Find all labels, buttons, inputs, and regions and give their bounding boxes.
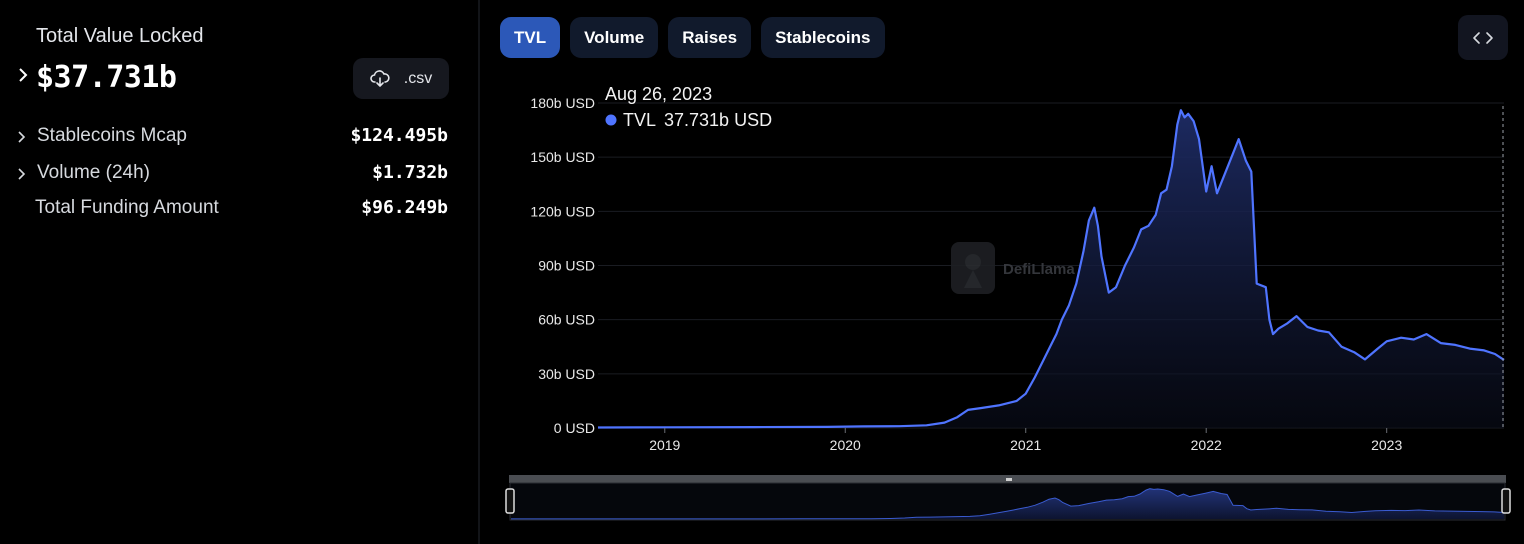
stat-row-stablecoins-mcap[interactable]: Stablecoins Mcap $124.495b	[16, 124, 448, 150]
stat-value: $1.732b	[372, 162, 448, 183]
stat-label: Stablecoins Mcap	[37, 125, 187, 146]
tooltip-date: Aug 26, 2023	[605, 84, 712, 104]
tooltip-series-dot	[605, 114, 617, 126]
tvl-area	[598, 110, 1504, 428]
chart-tabs: TVL Volume Raises Stablecoins	[500, 17, 885, 58]
y-tick-label: 180b USD	[530, 95, 595, 111]
x-axis-ticks: 2019 2020 2021 2022 2023	[649, 428, 1402, 453]
x-tick-label: 2020	[830, 437, 861, 453]
chevron-right-icon[interactable]	[16, 66, 30, 84]
tab-raises[interactable]: Raises	[668, 17, 752, 58]
panel-divider	[478, 0, 480, 544]
y-tick-label: 60b USD	[538, 312, 595, 328]
tvl-chart[interactable]: 0 USD 30b USD 60b USD 90b USD 120b USD 150b U…	[480, 70, 1524, 544]
y-tick-label: 30b USD	[538, 366, 595, 382]
range-navigator[interactable]	[505, 475, 1511, 521]
stat-row-volume-24h[interactable]: Volume (24h) $1.732b	[16, 161, 448, 187]
navigator-left-handle[interactable]	[505, 488, 515, 514]
stat-label: Volume (24h)	[37, 162, 151, 183]
navigator-grip-icon[interactable]	[1006, 478, 1012, 481]
chart-svg[interactable]: 0 USD 30b USD 60b USD 90b USD 120b USD 150b U…	[480, 70, 1524, 544]
download-csv-button[interactable]: .csv	[353, 58, 449, 99]
y-tick-label: 90b USD	[538, 258, 595, 274]
tab-tvl[interactable]: TVL	[500, 17, 561, 58]
navigator-right-handle[interactable]	[1501, 488, 1511, 514]
tvl-title: Total Value Locked	[36, 25, 204, 47]
navigator-line	[511, 488, 1505, 520]
tooltip-series-value: 37.731b USD	[664, 110, 772, 130]
chevron-right-icon	[18, 168, 26, 180]
tvl-line	[597, 109, 1505, 429]
watermark-text: DefiLlama	[1003, 261, 1075, 278]
stats-panel: Total Value Locked $37.731b .csv Stablec…	[0, 0, 478, 544]
code-brackets-icon	[1473, 31, 1493, 44]
stat-value: $124.495b	[350, 125, 448, 146]
stat-value: $96.249b	[361, 197, 448, 218]
embed-button[interactable]	[1458, 15, 1508, 60]
y-tick-label: 150b USD	[530, 149, 595, 165]
x-tick-label: 2019	[649, 437, 680, 453]
x-tick-label: 2022	[1191, 437, 1222, 453]
tvl-value: $37.731b	[36, 60, 177, 95]
x-tick-label: 2021	[1010, 437, 1041, 453]
tooltip-series-label: TVL	[623, 110, 656, 130]
stat-label: Total Funding Amount	[35, 197, 219, 218]
y-tick-label: 120b USD	[530, 203, 595, 219]
y-axis-ticks: 0 USD 30b USD 60b USD 90b USD 120b USD 150b U…	[530, 95, 595, 436]
chevron-right-icon	[18, 131, 26, 143]
defillama-logo-icon: DefiLlama	[951, 242, 1075, 294]
y-tick-label: 0 USD	[554, 420, 595, 436]
navigator-area	[511, 488, 1504, 519]
tab-stablecoins[interactable]: Stablecoins	[761, 17, 885, 58]
tab-volume[interactable]: Volume	[570, 17, 659, 58]
csv-label: .csv	[403, 69, 433, 87]
x-tick-label: 2023	[1371, 437, 1402, 453]
stat-row-total-funding: Total Funding Amount $96.249b	[16, 196, 448, 222]
cloud-download-icon	[369, 69, 390, 87]
